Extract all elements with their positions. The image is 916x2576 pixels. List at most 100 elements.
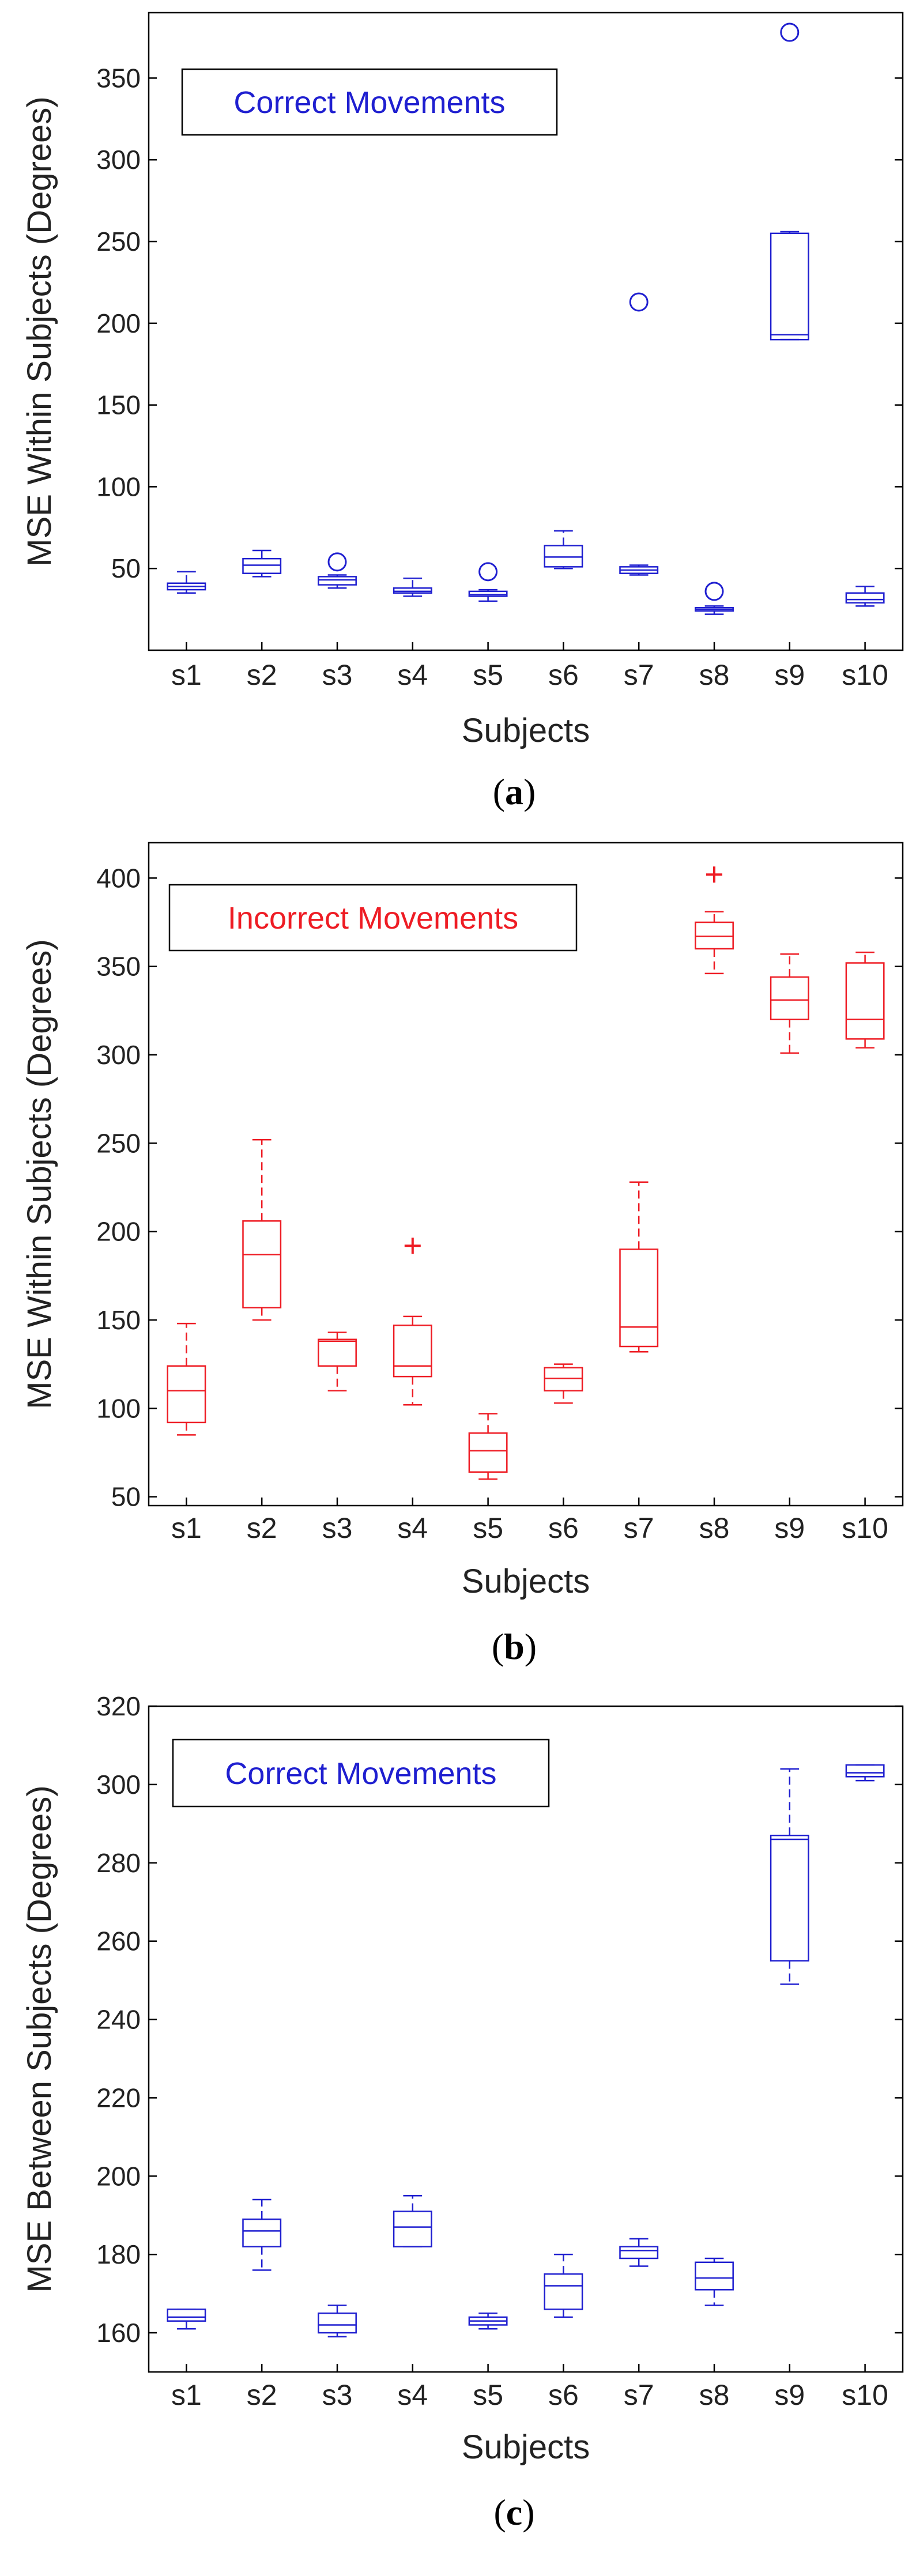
- box-s3: [318, 2305, 357, 2338]
- box-s3: [318, 1332, 357, 1391]
- box-s10: [845, 951, 885, 1048]
- panel-label: b: [504, 1626, 525, 1667]
- box-s9: [770, 953, 809, 1054]
- x-tick-label: s8: [699, 2379, 730, 2411]
- box-s5: [468, 1413, 508, 1480]
- legend-box: [168, 884, 578, 952]
- outlier-point: [478, 562, 498, 582]
- box-s8: [695, 582, 734, 615]
- panel-label: c: [506, 2492, 522, 2533]
- box-iqr: [167, 2309, 206, 2322]
- outlier-point: [706, 866, 722, 883]
- panel-label: a: [505, 771, 523, 812]
- outlier-point: [629, 292, 649, 312]
- x-axis-label: Subjects: [462, 1563, 590, 1600]
- y-tick-label: 260: [96, 1926, 141, 1956]
- x-tick-label: s4: [397, 2379, 428, 2411]
- x-tick-label: s3: [322, 2379, 353, 2411]
- x-axis-label: Subjects: [462, 712, 590, 749]
- legend-text: Correct Movements: [225, 1756, 496, 1791]
- y-tick-label: 240: [96, 2005, 141, 2035]
- y-tick-label: 300: [96, 145, 141, 175]
- x-tick-label: s6: [548, 659, 579, 691]
- y-tick-label: 400: [96, 863, 141, 893]
- box-iqr: [619, 2246, 659, 2260]
- box-s6: [544, 530, 583, 569]
- y-tick-label: 50: [111, 553, 141, 583]
- x-tick-label: s1: [171, 659, 202, 691]
- y-tick-label: 350: [96, 63, 141, 93]
- box-s1: [167, 2309, 206, 2330]
- box-s4: [393, 1238, 432, 1406]
- x-tick-label: s8: [699, 659, 730, 691]
- box-iqr: [695, 2261, 734, 2291]
- x-tick-label: s1: [171, 1512, 202, 1544]
- box-iqr: [318, 1338, 357, 1367]
- box-s10: [845, 586, 885, 607]
- x-tick-label: s4: [397, 1512, 428, 1544]
- y-tick-label: 150: [96, 390, 141, 420]
- box-s4: [393, 577, 432, 597]
- y-axis-label: MSE Within Subjects (Degrees): [21, 939, 58, 1409]
- box-s6: [544, 1363, 583, 1404]
- box-iqr: [318, 576, 357, 586]
- outlier-point: [704, 582, 724, 601]
- y-tick-label: 320: [96, 1691, 141, 1721]
- box-s7: [619, 2238, 659, 2267]
- x-tick-label: s10: [842, 2379, 888, 2411]
- y-tick-label: 300: [96, 1040, 141, 1070]
- x-axis-label: Subjects: [462, 2428, 590, 2466]
- box-s6: [544, 2253, 583, 2318]
- chart-panel-b: 50 100 150 200 250 300 350 400 s1 s2 s3 s4 s5 s6 s7 s8 s…: [21, 842, 904, 1667]
- box-s2: [242, 549, 282, 578]
- y-tick-label: 250: [96, 1128, 141, 1158]
- y-tick-label: 300: [96, 1770, 141, 1800]
- box-iqr: [619, 1249, 659, 1348]
- box-s2: [242, 1138, 282, 1321]
- plot-area-frame: [148, 1705, 904, 2373]
- x-tick-label: s2: [247, 659, 277, 691]
- box-iqr: [393, 587, 432, 594]
- outlier-point: [780, 22, 800, 42]
- box-s8: [695, 866, 734, 975]
- x-tick-label: s2: [247, 2379, 277, 2411]
- box-s5: [468, 562, 508, 602]
- y-tick-label: 160: [96, 2318, 141, 2348]
- x-tick-label: s1: [171, 2379, 202, 2411]
- box-s9: [770, 1768, 809, 1985]
- box-s10: [845, 1764, 885, 1782]
- x-tick-label: s6: [548, 1512, 579, 1544]
- box-iqr: [695, 921, 734, 950]
- x-tick-label: s9: [774, 2379, 805, 2411]
- y-axis-label: MSE Within Subjects (Degrees): [21, 96, 58, 566]
- box-s1: [167, 1322, 206, 1436]
- x-tick-label: s5: [473, 1512, 503, 1544]
- box-iqr: [242, 2218, 282, 2247]
- x-tick-label: s6: [548, 2379, 579, 2411]
- x-tick-label: s3: [322, 659, 353, 691]
- outlier-point: [327, 552, 347, 572]
- box-iqr: [393, 2211, 432, 2247]
- y-tick-label: 200: [96, 1217, 141, 1247]
- x-tick-label: s7: [624, 2379, 654, 2411]
- x-tick-label: s9: [774, 659, 805, 691]
- box-s2: [242, 2198, 282, 2271]
- box-iqr: [544, 1367, 583, 1391]
- box-iqr: [468, 590, 508, 597]
- x-tick-label: s3: [322, 1512, 353, 1544]
- x-tick-label: s5: [473, 659, 503, 691]
- legend-box: [181, 68, 558, 136]
- panel-caption: (a): [493, 771, 536, 812]
- box-s1: [167, 571, 206, 594]
- y-tick-label: 220: [96, 2083, 141, 2113]
- box-s3: [318, 552, 357, 589]
- y-tick-label: 50: [111, 1482, 141, 1512]
- box-s7: [619, 1181, 659, 1353]
- box-s7: [619, 292, 659, 576]
- y-tick-label: 200: [96, 2161, 141, 2191]
- box-iqr: [167, 1365, 206, 1424]
- y-tick-label: 180: [96, 2239, 141, 2269]
- box-iqr: [770, 1834, 809, 1962]
- x-tick-label: s8: [699, 1512, 730, 1544]
- y-tick-label: 150: [96, 1305, 141, 1335]
